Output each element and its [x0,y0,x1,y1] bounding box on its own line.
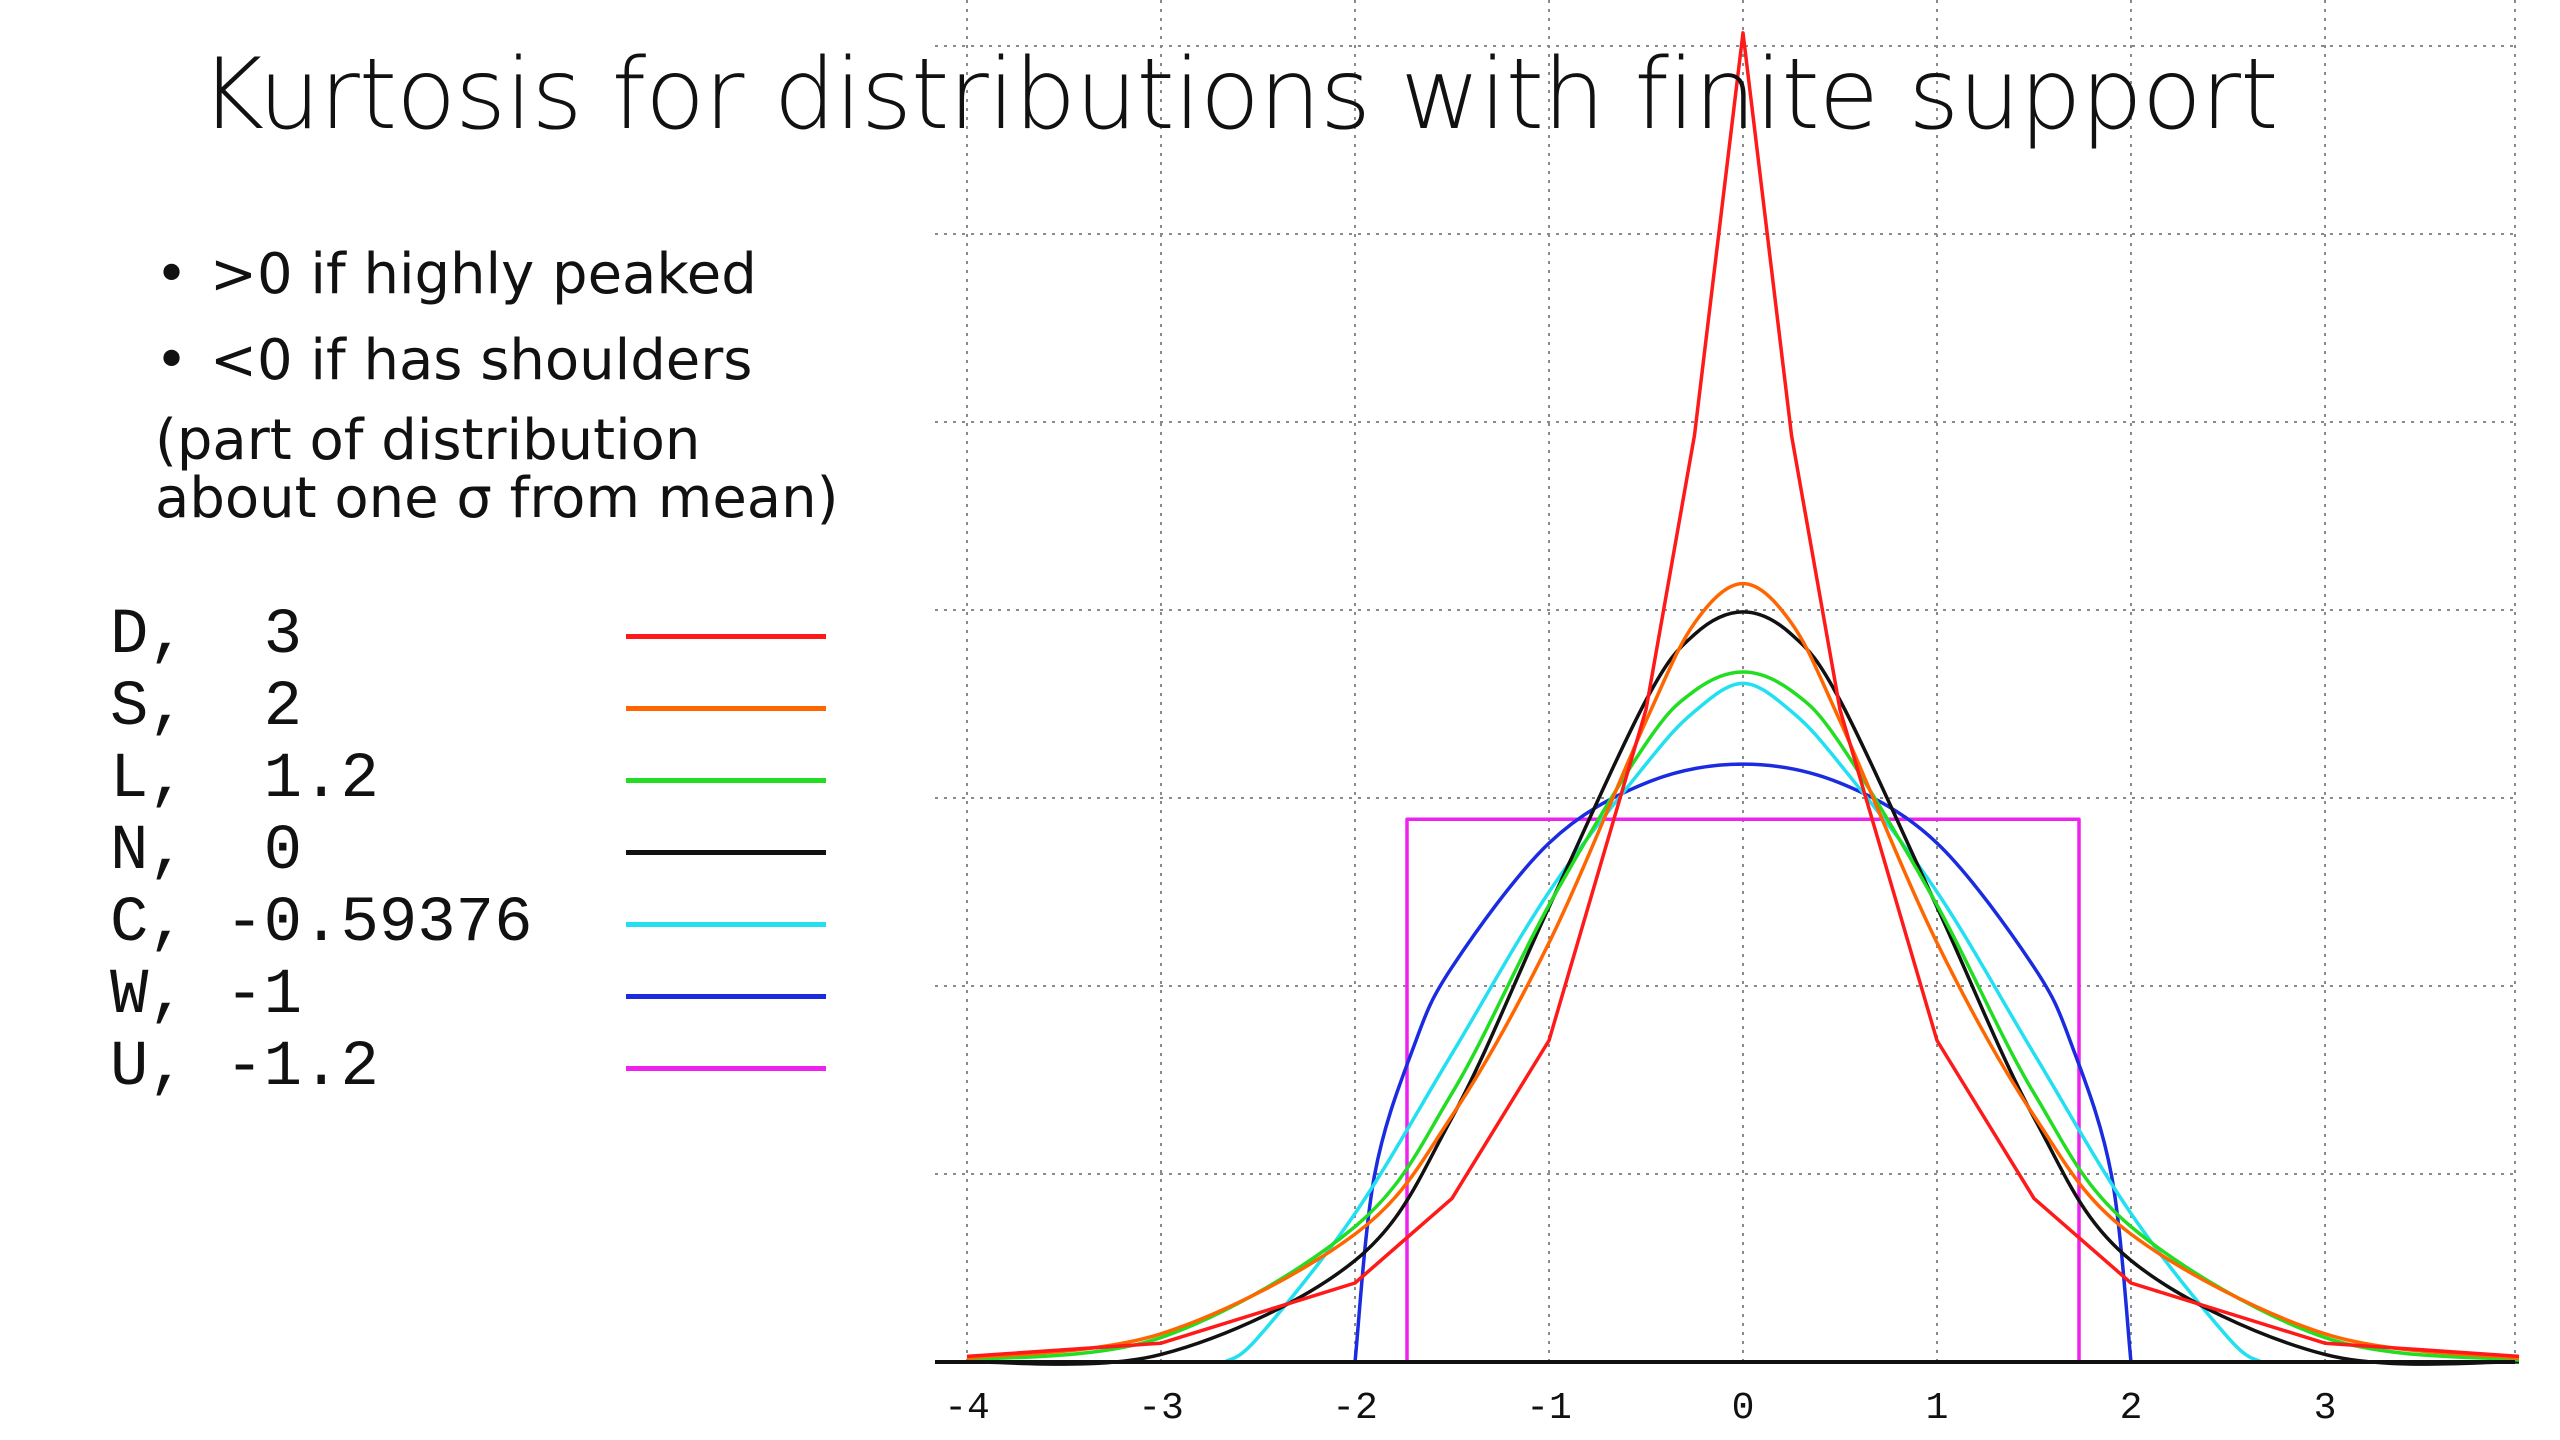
legend-label-s: S, 2 [110,672,303,744]
legend-label-c: C, -0.59376 [110,888,533,960]
x-tick-label: 0 [1732,1387,1755,1430]
legend-entry-u: U, -1.2 [110,1032,870,1104]
legend-swatch-n [626,850,826,855]
legend-label-u: U, -1.2 [110,1032,379,1104]
legend-swatch-l [626,778,826,783]
note-line-1: (part of distribution [155,408,701,473]
bullet-peaked: >0 if highly peaked [155,232,757,318]
x-tick-label: -2 [1332,1387,1378,1430]
x-axis: -4 -3 -2 -1 0 1 2 3 [935,1360,2515,1430]
legend-entry-w: W, -1 [110,960,870,1032]
legend-entry-s: S, 2 [110,672,870,744]
series-s-curve [966,581,2520,1360]
x-tick-label: -1 [1526,1387,1572,1430]
bullet-list: >0 if highly peaked <0 if has shoulders [155,232,757,404]
legend-entry-d: D, 3 [110,600,870,672]
shoulder-note: (part of distribution about one σ from m… [155,412,1055,528]
legend-entry-l: L, 1.2 [110,744,870,816]
x-tick-label: 3 [2314,1387,2337,1430]
legend-swatch-u [626,1066,826,1071]
series-u-curve [1405,817,2081,1362]
series-d-curve [966,31,2520,1359]
bullet-shoulders: <0 if has shoulders [155,318,757,404]
legend-swatch-w [626,994,826,999]
legend-swatch-c [626,922,826,927]
legend-swatch-s [626,706,826,711]
x-tick-label: 2 [2120,1387,2143,1430]
legend-label-n: N, 0 [110,816,303,888]
series-l-curve [966,670,2520,1362]
legend-entry-n: N, 0 [110,816,870,888]
note-line-2: about one σ from mean) [155,466,839,531]
legend-label-l: L, 1.2 [110,744,379,816]
series-w-curve [1353,762,2133,1363]
legend-swatch-d [626,634,826,639]
legend-label-d: D, 3 [110,600,303,672]
series-n-curve [966,610,2520,1366]
legend-label-w: W, -1 [110,960,303,1032]
x-tick-label: 1 [1926,1387,1949,1430]
gridlines [935,0,2516,1362]
x-tick-label: -3 [1138,1387,1184,1430]
legend: D, 3 S, 2 L, 1.2 N, 0 C, -0.59376 W, -1 … [110,600,870,1104]
x-tick-label: -4 [944,1387,990,1430]
series-c-curve [1223,681,2263,1364]
density-curves [966,31,2520,1366]
legend-entry-c: C, -0.59376 [110,888,870,960]
slide-title: Kurtosis for distributions with finite s… [200,38,2279,152]
